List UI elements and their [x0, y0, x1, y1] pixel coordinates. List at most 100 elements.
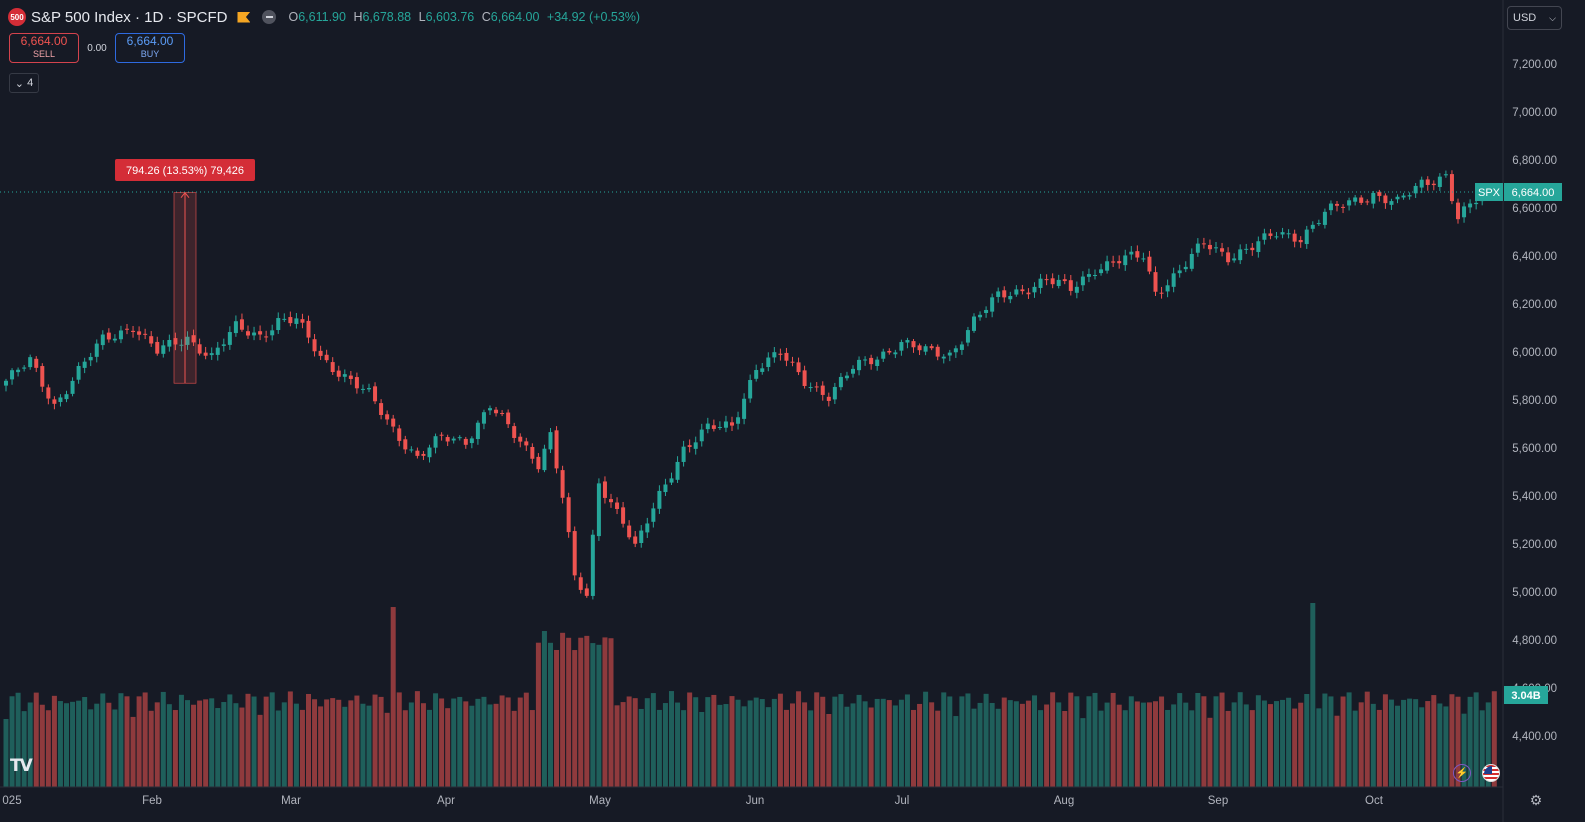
volume-bar: [378, 696, 384, 787]
price-tick-label: 6,200.00: [1512, 299, 1557, 311]
candle-body: [1341, 206, 1346, 208]
candle-body: [1038, 278, 1043, 288]
symbol-header[interactable]: 500 S&P 500 Index · 1D · SPCFD O6,611.90…: [8, 6, 640, 28]
volume-bar: [1165, 709, 1171, 787]
candle-body: [1371, 192, 1376, 204]
time-tick-label: 025: [2, 795, 21, 807]
volume-bar: [1358, 702, 1364, 787]
candle-body: [10, 370, 15, 380]
time-axis[interactable]: 025 Feb Mar Apr May Jun Jul Aug Sep Oct: [2, 795, 1383, 807]
candle-body: [1080, 276, 1085, 286]
volume-bar: [517, 697, 523, 787]
candle-body: [1280, 232, 1285, 235]
measure-tool[interactable]: 794.26 (13.53%) 79,426: [115, 159, 255, 384]
flag-icon[interactable]: [237, 11, 251, 23]
volume-bar: [402, 710, 408, 787]
candle-body: [609, 499, 613, 503]
volume-bar: [723, 704, 729, 787]
candle-body: [748, 380, 753, 399]
price-axis[interactable]: 7,200.00 7,000.00 6,800.00 6,600.00 6,400.00…: [1512, 59, 1557, 743]
volume-bar: [548, 642, 553, 787]
candle-body: [536, 456, 541, 470]
volume-bar: [275, 710, 281, 787]
price-tick-label: 5,000.00: [1512, 587, 1557, 599]
price-tick-label: 6,400.00: [1512, 251, 1557, 263]
trade-panel: 6,664.00 SELL 0.00 6,664.00 BUY: [9, 33, 185, 63]
candle-body: [1359, 197, 1364, 203]
volume-bar: [856, 694, 862, 787]
volume-bar: [566, 637, 572, 787]
candle-body: [760, 368, 765, 372]
volume-bar: [1346, 692, 1352, 787]
volume-bar: [1376, 709, 1382, 787]
candle-body: [1383, 195, 1388, 204]
time-tick-label: Feb: [142, 795, 162, 807]
settings-icon[interactable]: ⚙: [1529, 791, 1543, 808]
candle-body: [161, 345, 166, 354]
volume-bar: [1455, 696, 1461, 787]
us-flag-icon[interactable]: [1482, 764, 1500, 782]
volume-bar: [1334, 715, 1340, 787]
volume-bar: [1032, 695, 1037, 787]
volume-bar: [420, 703, 426, 787]
candle-body: [705, 423, 710, 430]
tradingview-logo-icon[interactable]: TV: [10, 756, 33, 776]
candle-body: [1407, 195, 1412, 197]
candle-body: [832, 386, 837, 400]
volume-tag-value: 3.04B: [1511, 690, 1540, 702]
volume-bar: [1116, 704, 1122, 787]
spread-value: 0.00: [87, 42, 107, 54]
candle-body: [1474, 202, 1479, 205]
volume-bar: [1261, 700, 1267, 787]
volume-bar: [57, 701, 63, 787]
high-value: 6,678.88: [362, 10, 412, 24]
volume-bar: [777, 693, 783, 787]
volume-bar: [1479, 710, 1485, 787]
price-tick-label: 5,400.00: [1512, 491, 1557, 503]
volume-bar: [336, 699, 342, 787]
currency-value: USD: [1513, 12, 1537, 24]
volume-bar: [1195, 692, 1201, 787]
volume-bar: [917, 703, 923, 787]
buy-button[interactable]: 6,664.00 BUY: [115, 33, 185, 63]
volume-bar: [1328, 696, 1334, 787]
volume-bar: [584, 635, 590, 787]
candle-body: [730, 422, 734, 426]
volume-bar: [1062, 710, 1068, 787]
volume-bar: [989, 702, 995, 787]
volume-bar: [796, 691, 802, 787]
lightning-icon[interactable]: ⚡: [1453, 764, 1471, 782]
candle-body: [857, 359, 862, 371]
candle-body: [1171, 273, 1176, 287]
sell-button[interactable]: 6,664.00 SELL: [9, 33, 79, 63]
candle-body: [1117, 261, 1122, 264]
volume-bar: [15, 692, 21, 787]
minus-icon[interactable]: [262, 10, 277, 24]
volume-bar: [802, 702, 808, 787]
volume-bar: [408, 702, 414, 787]
volume-bar: [1431, 695, 1437, 787]
candle-body: [106, 332, 111, 340]
volume-bar: [717, 704, 723, 787]
volume-bar: [705, 697, 711, 787]
volume-bar: [1322, 693, 1328, 787]
symbol-title[interactable]: S&P 500 Index · 1D · SPCFD: [31, 8, 228, 26]
volume-bar: [1437, 703, 1443, 787]
candle-body: [941, 356, 946, 359]
volume-bar: [396, 692, 402, 787]
candle-body: [1462, 206, 1467, 218]
candle-body: [294, 318, 299, 324]
candle-body: [1419, 179, 1424, 188]
candle-body: [28, 357, 33, 368]
candle-body: [94, 343, 99, 357]
candle-body: [276, 318, 281, 331]
indicators-toggle[interactable]: ⌄ 4: [9, 73, 39, 93]
candle-body: [88, 356, 93, 361]
volume-bar: [1080, 718, 1086, 787]
candle-body: [239, 319, 244, 330]
candle-body: [233, 321, 238, 334]
candle-body: [282, 318, 287, 320]
volume-bar: [215, 708, 221, 787]
currency-select[interactable]: USD ⌵: [1507, 6, 1562, 30]
